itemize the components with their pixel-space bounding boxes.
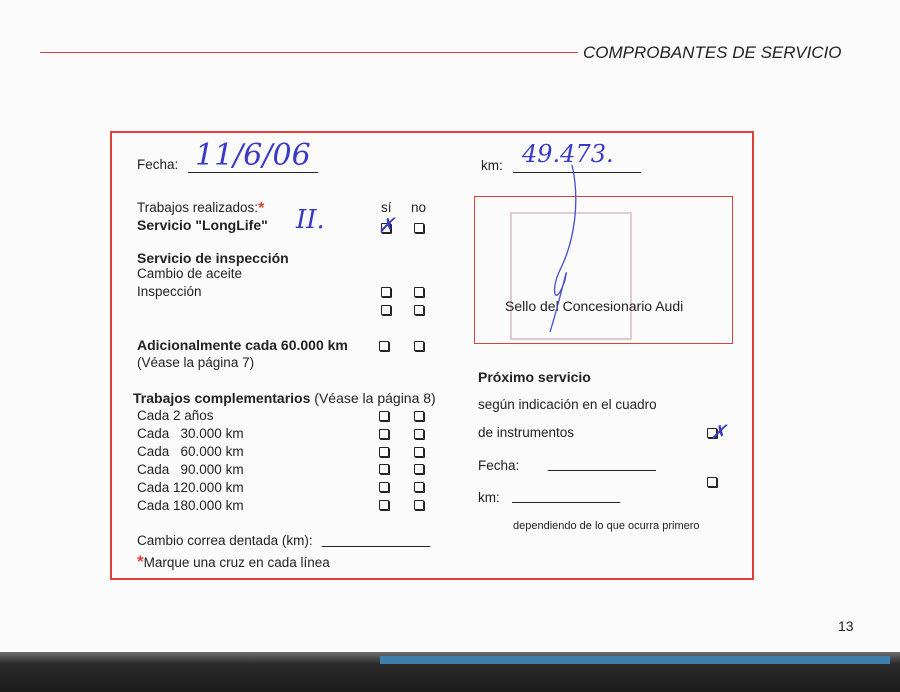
complementarios-label: Trabajos complementarios <box>133 390 311 406</box>
item-no-checkbox[interactable] <box>414 464 424 474</box>
item-si-checkbox[interactable] <box>379 411 389 421</box>
footnote-asterisk: * <box>137 552 144 571</box>
instrumentos-checkbox[interactable] <box>707 428 717 438</box>
item-si-checkbox[interactable] <box>379 464 389 474</box>
longlife-si-checkbox[interactable] <box>381 223 391 233</box>
km2-line <box>512 502 620 503</box>
header-rule <box>40 52 578 53</box>
si-header: sí <box>381 200 392 215</box>
item-label: Cada 30.000 km <box>137 426 244 441</box>
adicional-no-checkbox[interactable] <box>414 341 424 351</box>
fecha-handwritten: 11/6/06 <box>195 138 311 173</box>
item-label: Cada 180.000 km <box>137 498 244 513</box>
fecha-km-checkbox[interactable] <box>707 477 717 487</box>
signature <box>549 164 577 333</box>
fecha-label: Fecha: <box>137 157 179 172</box>
item-no-checkbox[interactable] <box>414 482 424 492</box>
item-no-checkbox[interactable] <box>414 500 424 510</box>
km-line <box>513 172 641 173</box>
check-mark: ✗ <box>378 213 395 237</box>
km2-label: km: <box>478 490 500 505</box>
footnote-text: Marque una cruz en cada línea <box>143 555 330 570</box>
item-no-checkbox[interactable] <box>414 429 424 439</box>
inspeccion-no-checkbox[interactable] <box>414 305 424 315</box>
cambio-aceite-label: Cambio de aceite <box>137 266 243 281</box>
correa-label: Cambio correa dentada (km): <box>137 533 313 548</box>
longlife-label: Servicio "LongLife" <box>137 217 268 233</box>
longlife-note: II. <box>296 205 325 235</box>
service-record-box <box>110 131 754 580</box>
item-si-checkbox[interactable] <box>379 500 389 510</box>
km-label: km: <box>481 158 503 173</box>
item-si-checkbox[interactable] <box>379 482 389 492</box>
inspeccion-label: Inspección <box>137 284 202 299</box>
stamp-label: Sello del Concesionario Audi <box>505 298 684 314</box>
segun-label: según indicación en el cuadro <box>478 397 657 412</box>
dealer-stamp-faded <box>510 212 632 340</box>
page-edge-blue <box>380 656 890 664</box>
instrumentos-label: de instrumentos <box>478 425 575 440</box>
item-label: Cada 90.000 km <box>137 462 244 477</box>
aceite-no-checkbox[interactable] <box>414 287 424 297</box>
item-no-checkbox[interactable] <box>414 411 424 421</box>
inspeccion-heading: Servicio de inspección <box>137 250 289 266</box>
adicional-si-checkbox[interactable] <box>379 341 389 351</box>
aceite-si-checkbox[interactable] <box>381 287 391 297</box>
item-label: Cada 120.000 km <box>137 480 244 495</box>
item-si-checkbox[interactable] <box>379 447 389 457</box>
item-no-checkbox[interactable] <box>414 447 424 457</box>
fecha2-line <box>548 470 656 471</box>
dependiendo-note: dependiendo de lo que ocurra primero <box>513 520 700 532</box>
adicional-label: Adicionalmente cada 60.000 km <box>137 337 348 353</box>
item-si-checkbox[interactable] <box>379 429 389 439</box>
adicional-ref: (Véase la página 7) <box>137 355 255 370</box>
complementarios-ref: (Véase la página 8) <box>314 390 436 406</box>
proximo-heading: Próximo servicio <box>478 369 591 385</box>
check-mark: ✗ <box>710 420 727 444</box>
no-header: no <box>411 200 427 215</box>
item-label: Cada 60.000 km <box>137 444 244 459</box>
item-label: Cada 2 años <box>137 408 214 423</box>
page-number: 13 <box>838 618 854 634</box>
footnote: *Marque una cruz en cada línea <box>137 552 330 572</box>
km-handwritten: 49.473. <box>522 140 614 168</box>
stamp-box <box>474 196 733 344</box>
trabajos-text: Trabajos realizados: <box>137 200 259 215</box>
fecha-line <box>188 172 318 173</box>
inspeccion-si-checkbox[interactable] <box>381 305 391 315</box>
fecha2-label: Fecha: <box>478 458 520 473</box>
page-title: COMPROBANTES DE SERVICIO <box>583 43 842 62</box>
correa-line <box>322 546 430 547</box>
asterisk: * <box>258 200 265 217</box>
trabajos-label: Trabajos realizados:* <box>137 200 264 218</box>
longlife-no-checkbox[interactable] <box>414 223 424 233</box>
complementarios-heading: Trabajos complementarios (Véase la págin… <box>133 390 436 406</box>
